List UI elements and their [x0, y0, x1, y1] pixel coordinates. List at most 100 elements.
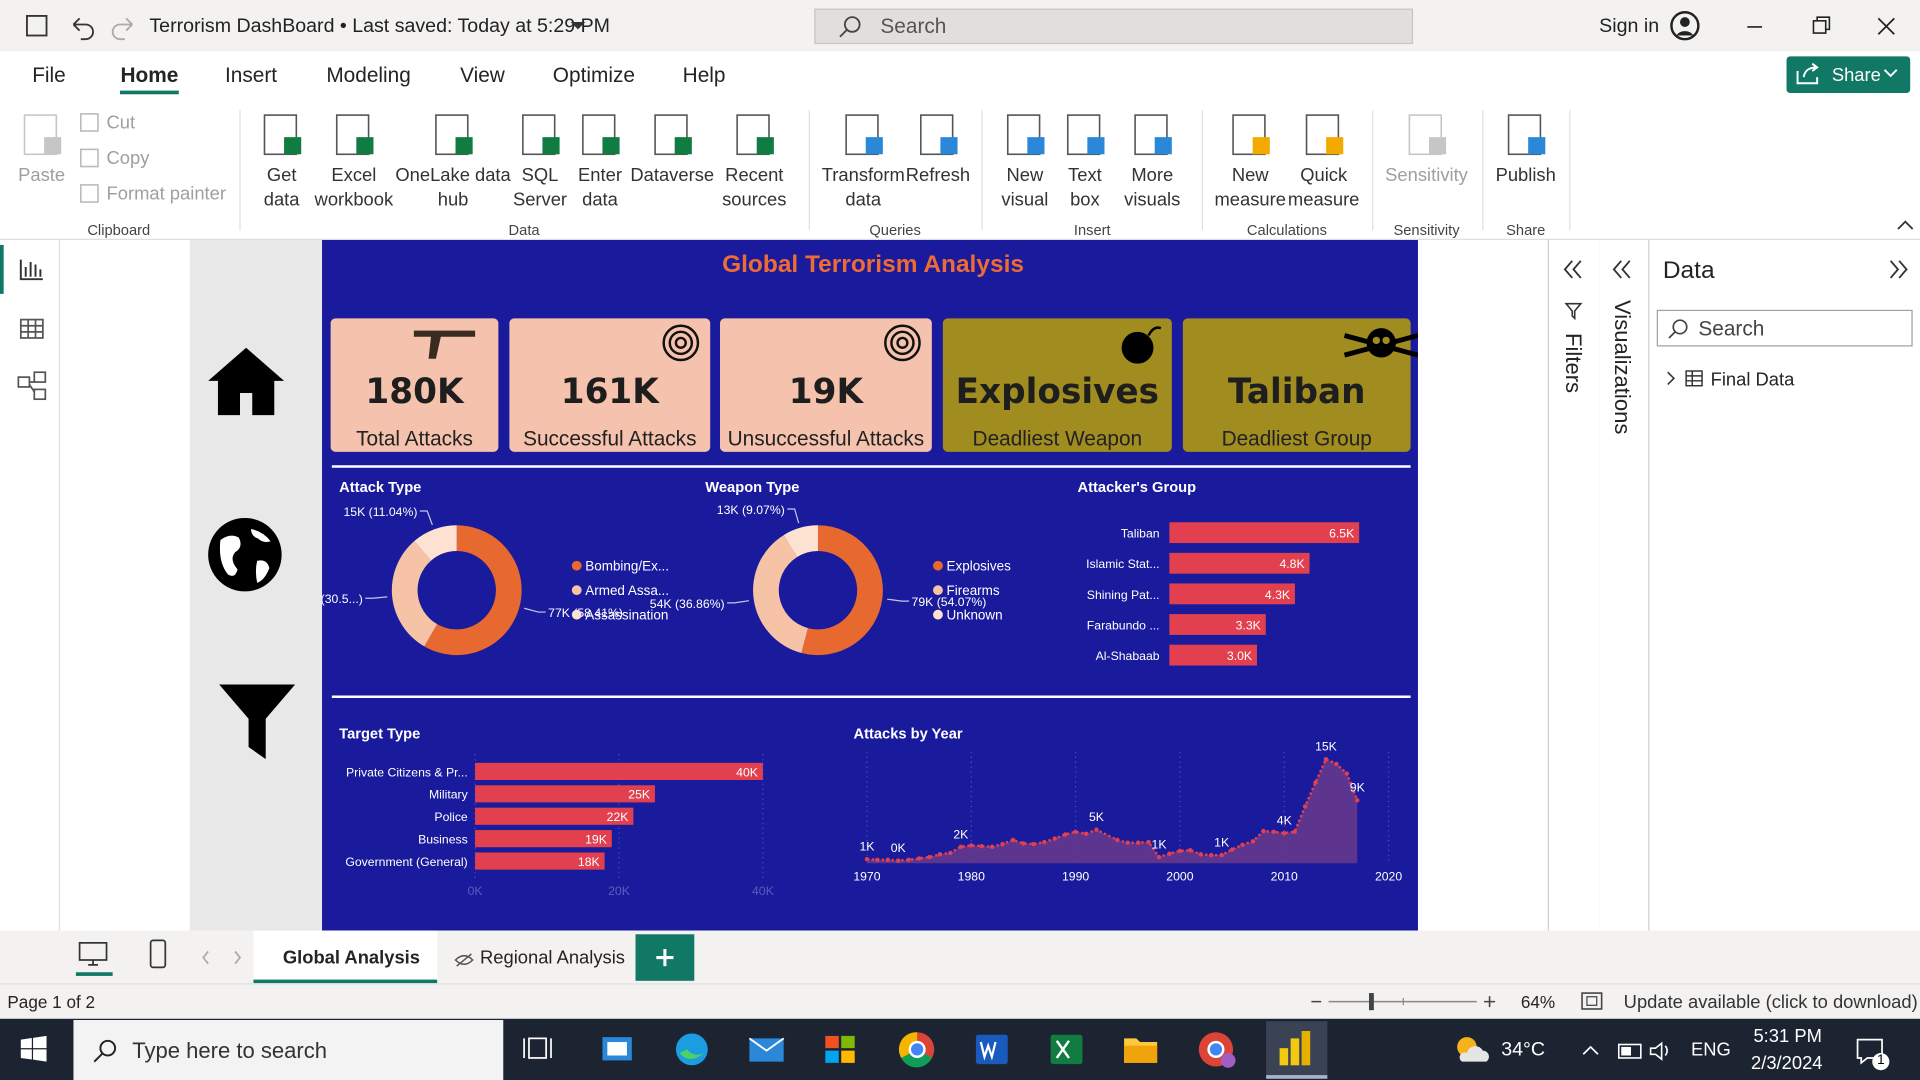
data-search-box[interactable]	[1656, 309, 1913, 347]
ribbon-button[interactable]: Transform data	[821, 165, 905, 211]
ribbon-button[interactable]: New measure	[1214, 165, 1286, 211]
ribbon-button[interactable]: Text box	[1068, 165, 1102, 211]
add-page-icon	[656, 948, 674, 967]
filters-label[interactable]: Filters	[1561, 333, 1586, 394]
edge-icon[interactable]	[675, 1033, 708, 1066]
visualizations-pane[interactable]	[1599, 240, 1650, 931]
report-view-icon[interactable]	[19, 259, 43, 281]
icon-part	[841, 1035, 855, 1049]
start-button[interactable]	[20, 1035, 49, 1063]
restore-button[interactable]	[1812, 20, 1827, 34]
x-tick-label: 1980	[958, 869, 985, 883]
legend-label: Explosives	[947, 559, 1012, 574]
table-view-icon[interactable]	[19, 318, 44, 339]
mobile-layout-icon[interactable]	[149, 939, 167, 969]
menu-tab[interactable]: Insert	[224, 63, 278, 87]
menu-tab[interactable]: Modeling	[326, 63, 411, 87]
table-name[interactable]: Final Data	[1710, 369, 1795, 391]
store-icon[interactable]	[825, 1035, 855, 1063]
ribbon-button[interactable]: Recent sources	[722, 165, 787, 211]
powerbi-icon[interactable]	[1266, 1021, 1328, 1079]
menu-tab[interactable]: File	[32, 63, 66, 87]
search-box[interactable]	[814, 8, 1414, 45]
desktop-layout-icon[interactable]	[78, 941, 108, 966]
ribbon-button[interactable]: Excel workbook	[314, 165, 394, 211]
menu-tab[interactable]: Optimize	[552, 63, 635, 87]
menu-tab[interactable]: Home	[120, 63, 179, 87]
point	[1073, 829, 1078, 834]
tree-chevron[interactable]	[1667, 371, 1676, 386]
task-view-icon[interactable]	[523, 1037, 552, 1059]
undo-icon[interactable]	[72, 17, 94, 41]
icon-part	[93, 1052, 104, 1063]
chrome-profile-icon[interactable]	[1198, 1032, 1236, 1068]
menu-tab[interactable]: View	[460, 63, 505, 87]
visualizations-label[interactable]: Visualizations	[1610, 300, 1635, 435]
clock-time[interactable]: 5:31 PM	[1753, 1026, 1822, 1047]
report-title: Global Terrorism Analysis	[722, 251, 1024, 278]
ribbon-button[interactable]: Dataverse	[630, 165, 715, 187]
explorer-icon[interactable]	[1124, 1038, 1158, 1063]
ribbon-button[interactable]: New visual	[1001, 165, 1049, 211]
clock-date[interactable]: 2/3/2024	[1751, 1053, 1823, 1074]
word-icon[interactable]	[975, 1034, 1008, 1065]
volume-icon[interactable]	[1649, 1041, 1668, 1061]
title-dropdown[interactable]	[568, 20, 588, 32]
zoom-level[interactable]: 64%	[1520, 991, 1556, 1012]
notification-icon[interactable]	[1854, 1035, 1891, 1072]
ribbon-button[interactable]: Paste	[18, 165, 66, 187]
status-bar	[0, 983, 1920, 1020]
next-page[interactable]	[234, 950, 242, 965]
page-tab-active[interactable]	[253, 930, 438, 984]
ribbon-button[interactable]: Cut	[106, 112, 136, 134]
ribbon-button[interactable]: Refresh	[905, 165, 971, 187]
legend-marker	[571, 560, 582, 571]
donut-slice	[783, 525, 818, 557]
ribbon-button[interactable]: More visuals	[1124, 165, 1181, 211]
model-view-icon[interactable]	[17, 371, 47, 401]
ribbon-button[interactable]: Get data	[263, 165, 300, 211]
excel-icon[interactable]	[1050, 1034, 1083, 1065]
home-button[interactable]	[208, 347, 285, 416]
globe-button[interactable]	[208, 517, 282, 592]
point	[1334, 761, 1339, 767]
point	[1042, 839, 1047, 845]
ribbon-collapse[interactable]	[1896, 218, 1916, 233]
expand-filters[interactable]	[1563, 260, 1582, 279]
ribbon-button[interactable]: Publish	[1495, 165, 1556, 187]
close-button[interactable]	[1877, 17, 1895, 35]
category-label: Government (General)	[345, 855, 467, 869]
page-tab-label[interactable]: Regional Analysis	[480, 947, 625, 969]
ribbon-button[interactable]: Quick measure	[1287, 165, 1360, 211]
ribbon-button[interactable]: Copy	[106, 148, 150, 169]
sign-in[interactable]: Sign in	[1599, 15, 1660, 37]
bar	[1169, 552, 1310, 574]
icon-part	[656, 948, 674, 967]
filters-pane[interactable]	[1547, 240, 1601, 931]
update-notice[interactable]: Update available (click to download)	[1623, 991, 1918, 1013]
filter-icon	[1564, 302, 1583, 321]
tray-overflow[interactable]	[1582, 1045, 1599, 1055]
ribbon-button[interactable]: Sensitivity	[1385, 165, 1468, 187]
ribbon-button[interactable]: OneLake data hub	[395, 165, 511, 211]
icon-part	[748, 1037, 785, 1052]
taskbar-search-box[interactable]	[73, 1020, 504, 1080]
point	[1219, 852, 1224, 858]
ribbon-button[interactable]: SQL Server	[512, 165, 568, 211]
chrome-icon[interactable]	[898, 1032, 935, 1068]
ribbon-button[interactable]: Format painter	[106, 183, 226, 205]
active-view-bar	[0, 244, 4, 294]
avatar-icon[interactable]	[1670, 11, 1700, 41]
expand-visualizations[interactable]	[1612, 260, 1631, 279]
menu-tab[interactable]: Help	[682, 63, 726, 87]
zoom-slider[interactable]	[1305, 987, 1501, 1016]
battery-icon[interactable]	[1617, 1043, 1642, 1059]
input-language[interactable]: ENG	[1691, 1039, 1731, 1061]
save-icon[interactable]	[26, 15, 48, 37]
ribbon-button[interactable]: Enter data	[578, 165, 622, 211]
fit-page-icon[interactable]	[1580, 991, 1604, 1013]
collapse-data[interactable]	[1889, 260, 1908, 279]
filter-button[interactable]	[219, 684, 296, 760]
prev-page[interactable]	[202, 950, 209, 965]
weather-icon[interactable]	[1450, 1032, 1494, 1066]
